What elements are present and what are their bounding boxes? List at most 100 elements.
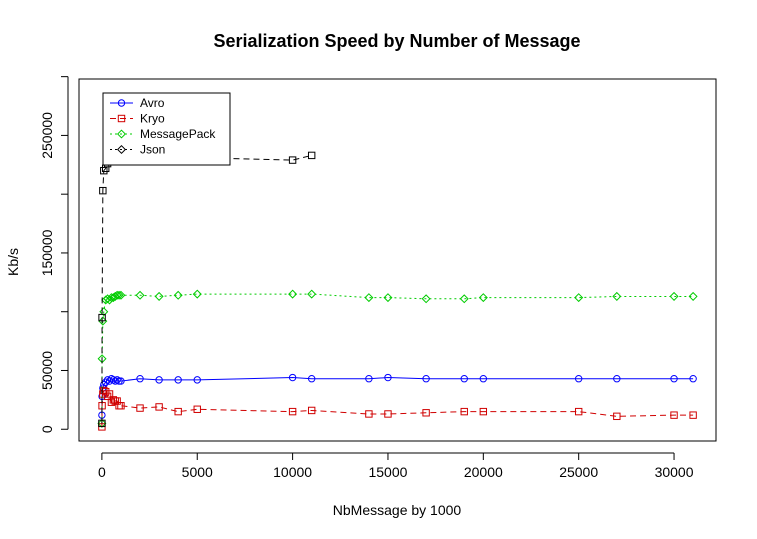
- point-json: [98, 419, 106, 428]
- series-json: [98, 150, 316, 428]
- legend-label-avro: Avro: [140, 96, 165, 110]
- point-messagepack: [192, 289, 202, 299]
- point-avro: [136, 375, 144, 383]
- point-messagepack: [97, 418, 107, 428]
- point-kryo: [105, 390, 114, 398]
- point-avro: [109, 376, 118, 384]
- legend-marker-json: [116, 144, 127, 155]
- chart-title: Serialization Speed by Number of Message: [213, 31, 580, 51]
- legend-label-json: Json: [140, 143, 165, 157]
- point-avro: [307, 375, 316, 383]
- point-avro: [174, 376, 182, 384]
- y-tick-label-0: 0: [39, 425, 55, 433]
- point-avro: [460, 375, 468, 383]
- point-avro: [193, 376, 201, 384]
- point-messagepack: [105, 295, 115, 305]
- point-avro: [117, 377, 125, 385]
- point-kryo: [479, 407, 488, 416]
- point-messagepack: [383, 293, 393, 303]
- series-line-avro: [101, 377, 694, 416]
- point-messagepack: [173, 290, 183, 300]
- point-kryo: [288, 407, 297, 416]
- point-kryo: [174, 407, 182, 416]
- point-messagepack: [669, 291, 679, 301]
- point-kryo: [193, 405, 201, 413]
- point-avro: [111, 377, 119, 385]
- point-messagepack: [421, 294, 431, 304]
- point-messagepack: [114, 290, 124, 300]
- x-tick-label-25000: 25000: [559, 464, 598, 480]
- x-tick-label-15000: 15000: [368, 464, 407, 480]
- legend-label-kryo: Kryo: [140, 112, 165, 126]
- point-kryo: [102, 387, 110, 396]
- y-tick-label-50000: 50000: [39, 351, 55, 390]
- point-kryo: [109, 396, 118, 404]
- legend-label-messagepack: MessagePack: [140, 127, 216, 141]
- series-kryo: [98, 386, 697, 431]
- point-kryo: [689, 411, 697, 419]
- series-line-json: [101, 153, 312, 424]
- point-messagepack: [307, 289, 317, 299]
- point-kryo: [107, 398, 116, 406]
- point-messagepack: [478, 293, 488, 303]
- x-tick-label-20000: 20000: [464, 464, 503, 480]
- point-avro: [103, 376, 112, 384]
- series-line-messagepack: [101, 293, 694, 424]
- point-avro: [689, 375, 697, 383]
- legend-marker-avro: [117, 99, 126, 107]
- point-avro: [113, 376, 121, 384]
- point-json: [100, 166, 108, 175]
- point-avro: [670, 375, 678, 383]
- point-avro: [155, 376, 163, 384]
- point-kryo: [113, 397, 121, 405]
- point-messagepack: [688, 291, 698, 301]
- x-axis-label: NbMessage by 1000: [333, 502, 462, 518]
- point-avro: [613, 375, 621, 383]
- series-line-kryo: [101, 389, 694, 427]
- point-kryo: [365, 410, 373, 418]
- point-messagepack: [574, 293, 584, 303]
- plot-frame: [78, 78, 717, 442]
- point-kryo: [670, 411, 678, 419]
- point-messagepack: [612, 291, 622, 301]
- x-tick-label-30000: 30000: [655, 464, 694, 480]
- point-messagepack: [154, 291, 164, 301]
- point-avro: [288, 373, 297, 382]
- point-kryo: [422, 409, 430, 417]
- point-messagepack: [99, 307, 109, 317]
- legend-marker-kryo: [117, 114, 126, 123]
- point-messagepack: [459, 294, 469, 304]
- point-json: [307, 151, 316, 160]
- y-axis-label: Kb/s: [5, 248, 21, 276]
- point-avro: [479, 375, 488, 383]
- point-kryo: [384, 410, 392, 418]
- point-kryo: [613, 412, 621, 421]
- x-tick-label-5000: 5000: [182, 464, 213, 480]
- point-avro: [115, 377, 123, 385]
- point-kryo: [574, 407, 583, 416]
- point-json: [288, 156, 297, 164]
- point-json: [98, 313, 106, 322]
- point-avro: [384, 373, 392, 382]
- point-messagepack: [135, 290, 145, 300]
- point-kryo: [460, 407, 468, 416]
- point-messagepack: [364, 293, 374, 303]
- point-avro: [107, 375, 116, 383]
- point-messagepack: [288, 289, 298, 299]
- point-avro: [574, 375, 583, 383]
- legend-marker-messagepack: [116, 129, 127, 139]
- point-messagepack: [112, 290, 122, 300]
- series-messagepack: [97, 289, 698, 428]
- point-avro: [105, 377, 114, 385]
- point-avro: [100, 380, 108, 389]
- point-avro: [365, 375, 373, 383]
- y-tick-label-150000: 150000: [39, 229, 55, 276]
- point-kryo: [155, 403, 163, 411]
- point-kryo: [136, 404, 144, 412]
- x-tick-label-0: 0: [98, 464, 106, 480]
- y-tick-label-250000: 250000: [39, 112, 55, 159]
- point-kryo: [117, 402, 125, 410]
